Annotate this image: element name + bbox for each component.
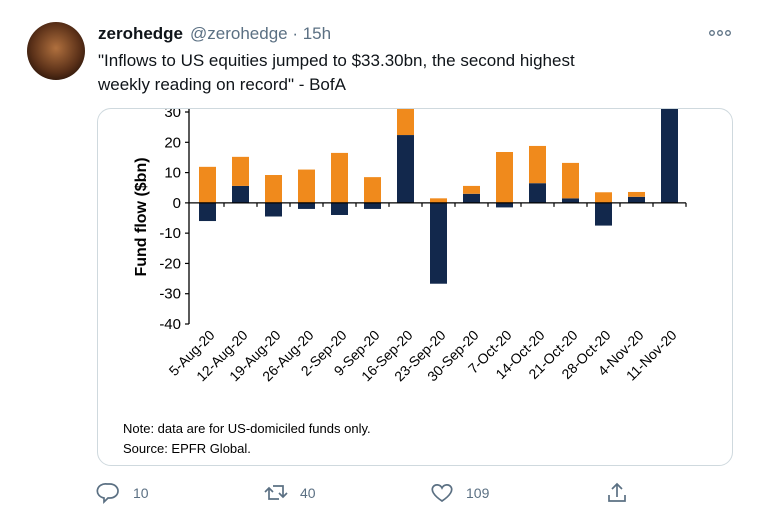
more-menu[interactable] bbox=[708, 28, 734, 38]
bar bbox=[364, 177, 381, 203]
bar bbox=[628, 196, 645, 203]
y-tick-label: -40 bbox=[159, 316, 181, 333]
user-name[interactable]: zerohedge bbox=[98, 24, 184, 43]
bar bbox=[232, 156, 249, 186]
y-tick-label: -20 bbox=[159, 255, 181, 272]
bar bbox=[397, 109, 414, 136]
bar bbox=[331, 202, 348, 215]
reply-icon[interactable] bbox=[96, 483, 119, 505]
bar bbox=[265, 202, 282, 217]
bar bbox=[595, 202, 612, 226]
y-tick-label: -10 bbox=[159, 225, 181, 242]
tweet-text: "Inflows to US equities jumped to $33.30… bbox=[98, 51, 575, 70]
like-icon[interactable] bbox=[431, 484, 453, 503]
bar bbox=[595, 192, 612, 203]
share-icon[interactable] bbox=[608, 482, 626, 502]
reply-count[interactable]: 10 bbox=[133, 485, 149, 501]
chart: Fund flow ($bn) Note: data are for US-do… bbox=[123, 109, 687, 456]
bar bbox=[397, 135, 414, 203]
avatar[interactable] bbox=[27, 22, 85, 80]
bar bbox=[562, 198, 579, 203]
action-icons bbox=[96, 482, 626, 505]
bar bbox=[199, 202, 216, 222]
bar bbox=[562, 162, 579, 199]
y-tick-label: 10 bbox=[164, 165, 181, 182]
bar bbox=[628, 191, 645, 197]
bar bbox=[661, 109, 678, 203]
bar bbox=[430, 198, 447, 203]
user-meta[interactable]: @zerohedge · 15h bbox=[190, 24, 332, 43]
chart-note: Note: data are for US-domiciled funds on… bbox=[123, 421, 371, 436]
y-tick-label: 0 bbox=[173, 195, 181, 212]
retweet-count[interactable]: 40 bbox=[300, 485, 316, 501]
bar bbox=[496, 202, 513, 208]
bar bbox=[232, 185, 249, 203]
bar bbox=[298, 202, 315, 209]
bar bbox=[529, 145, 546, 184]
y-tick-label: 20 bbox=[164, 134, 181, 151]
media-card[interactable]: Fund flow ($bn) Note: data are for US-do… bbox=[97, 108, 733, 466]
bar bbox=[298, 169, 315, 203]
bar bbox=[265, 175, 282, 203]
bar bbox=[430, 202, 447, 284]
bar bbox=[529, 183, 546, 203]
tweet-text: weekly reading on record" - BofA bbox=[98, 75, 346, 94]
bar bbox=[199, 166, 216, 203]
retweet-icon[interactable] bbox=[264, 485, 288, 500]
like-count[interactable]: 109 bbox=[466, 485, 490, 501]
bar bbox=[331, 152, 348, 203]
y-axis-label: Fund flow ($bn) bbox=[133, 157, 150, 276]
bar bbox=[364, 202, 381, 209]
bar bbox=[463, 193, 480, 203]
bar bbox=[496, 152, 513, 203]
bar bbox=[463, 185, 480, 194]
plot bbox=[199, 109, 678, 284]
y-tick-label: 30 bbox=[164, 109, 181, 121]
y-tick-label: -30 bbox=[159, 286, 181, 303]
chart-source: Source: EPFR Global. bbox=[123, 441, 251, 456]
